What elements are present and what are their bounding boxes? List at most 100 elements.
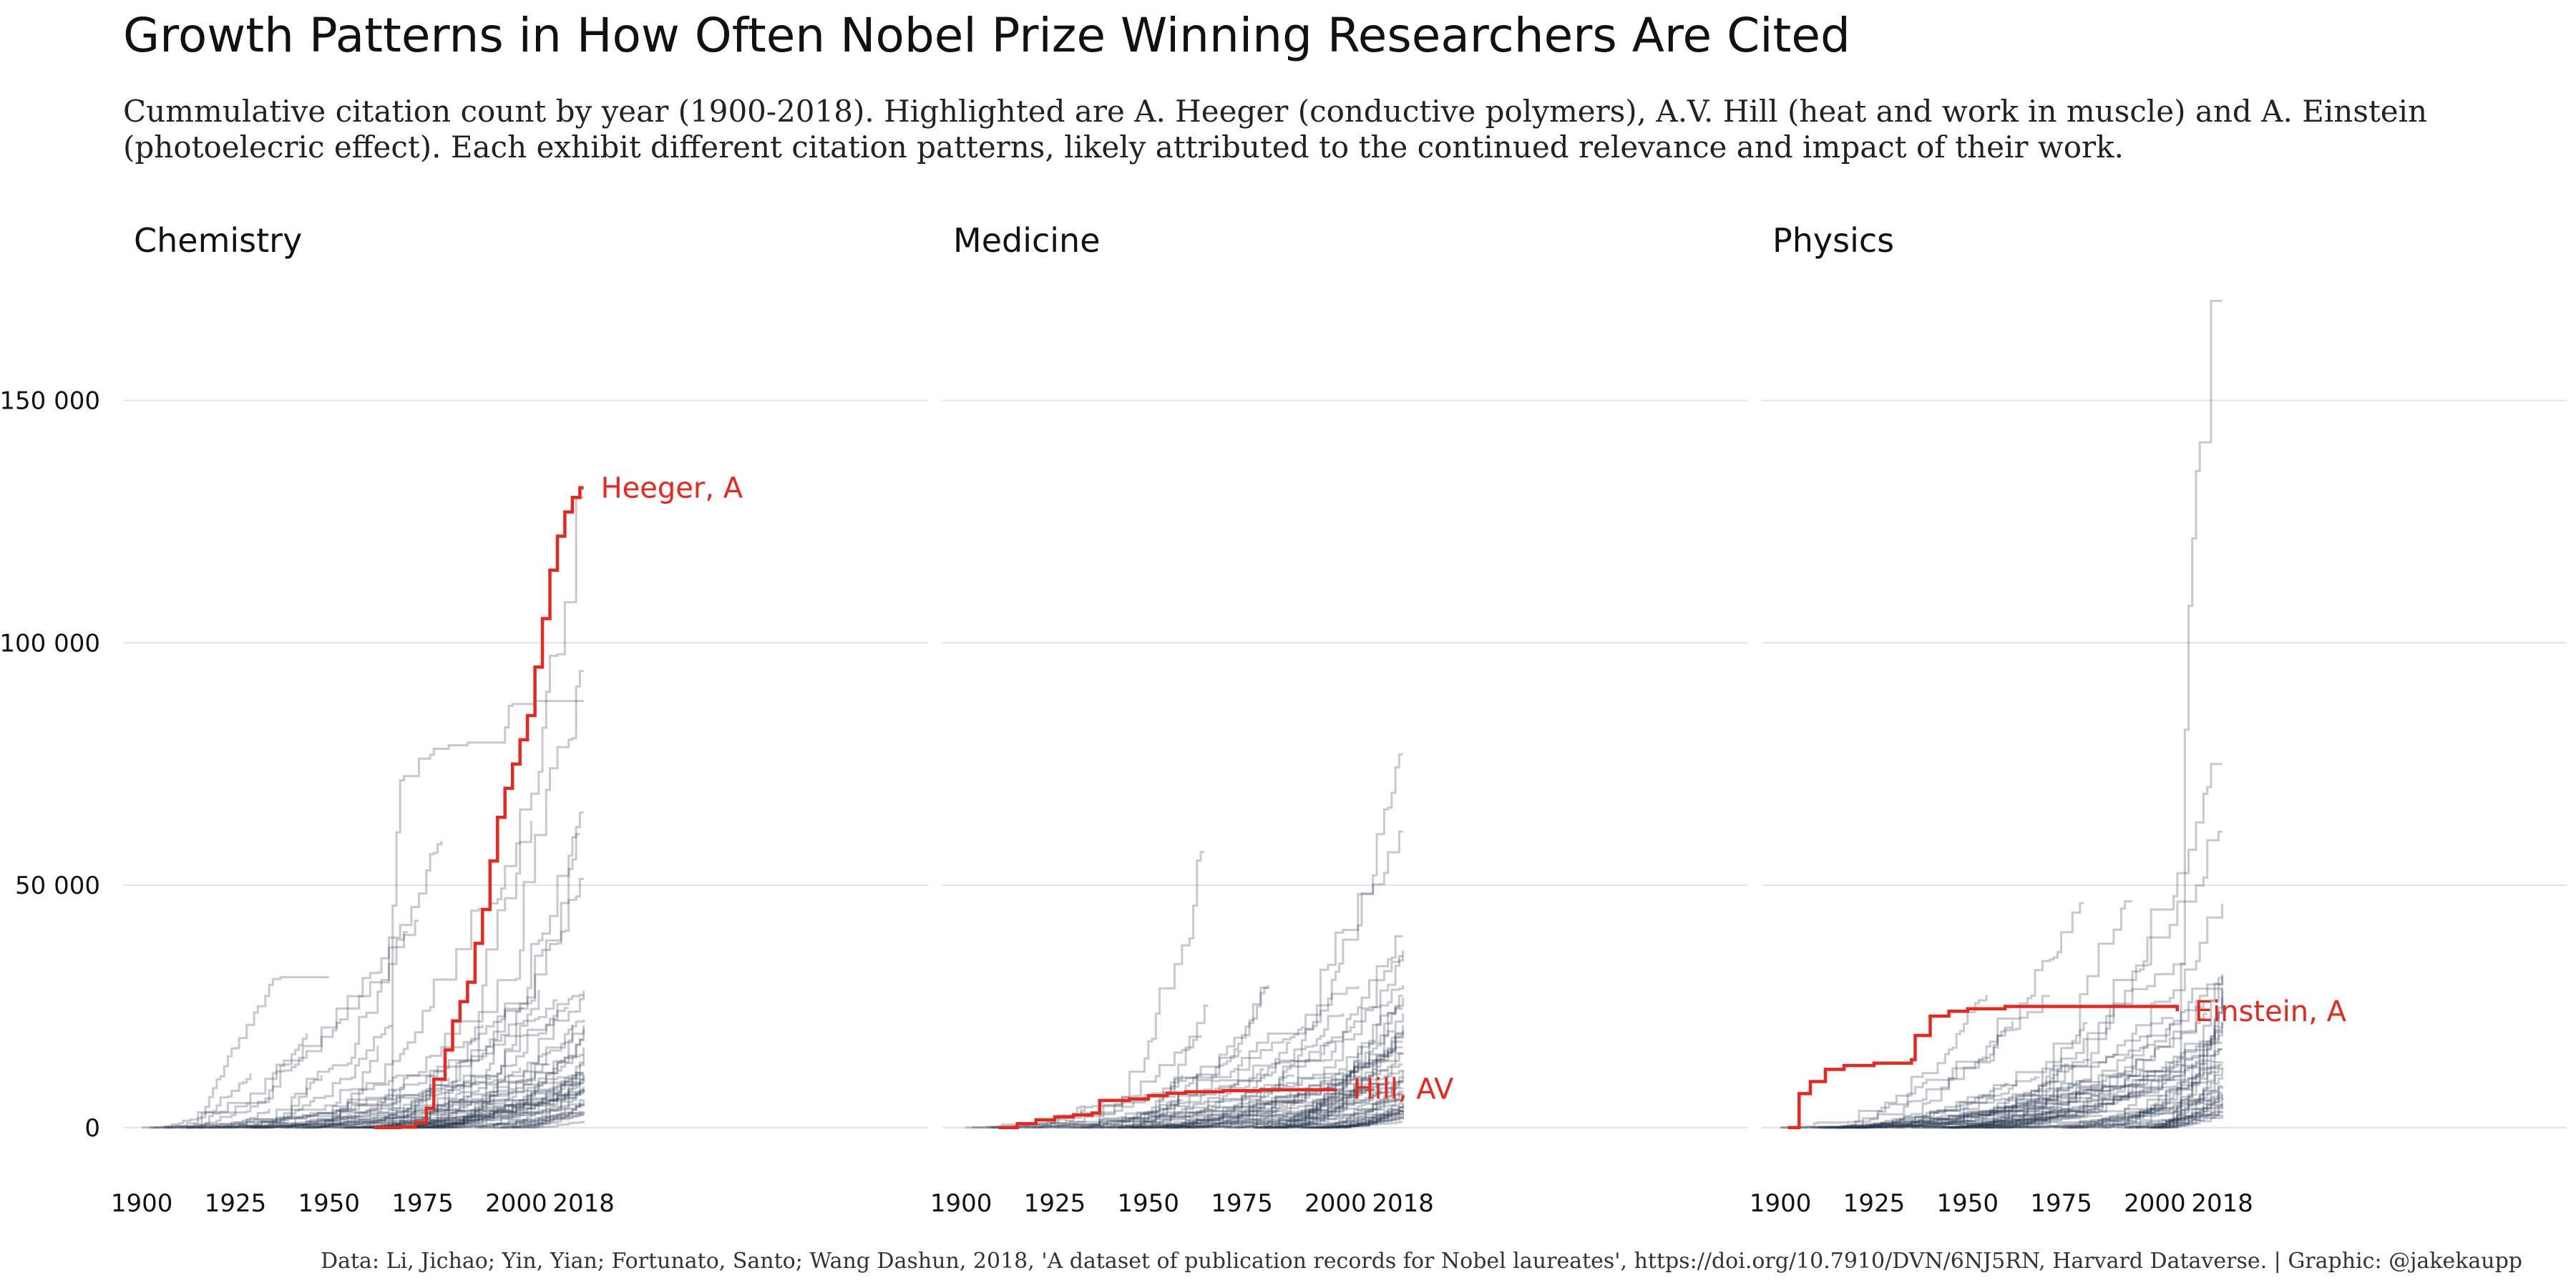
x-tick-medicine-2018: 2018 <box>1372 1189 1434 1218</box>
highlight-line-hill-av <box>998 1088 1337 1130</box>
series-line-medicine-7 <box>1186 1083 1373 1129</box>
series-line-medicine-31 <box>1073 1099 1184 1129</box>
series-line-medicine-14 <box>1129 830 1403 1129</box>
series-line-chemistry-25 <box>426 1103 514 1129</box>
series-line-physics-64 <box>2155 989 2224 1129</box>
x-tick-chemistry-2000: 2000 <box>485 1189 547 1218</box>
series-line-physics-44 <box>2069 1111 2223 1129</box>
facet-chemistry: Chemistry 1900 1925 1950 1975 2000 2018 Heeger,… <box>111 221 928 1218</box>
series-line-chemistry-5 <box>407 811 584 1129</box>
chart-subtitle-line-2: (photoelecric effect). Each exhibit diff… <box>123 130 2124 165</box>
series-line-medicine-10 <box>1264 997 1405 1129</box>
series-line-physics-10 <box>2158 1095 2224 1129</box>
series-line-chemistry-17 <box>258 1098 423 1129</box>
series-line-chemistry-43 <box>280 820 532 1129</box>
series-line-medicine-0 <box>972 1071 1345 1129</box>
series-line-chemistry-54 <box>246 1075 475 1129</box>
background-series-medicine <box>965 753 1405 1129</box>
series-line-physics-47 <box>1878 1058 2144 1129</box>
series-line-chemistry-3 <box>362 1025 585 1129</box>
series-line-chemistry-55 <box>224 1025 393 1129</box>
x-tick-medicine-1925: 1925 <box>1024 1189 1086 1218</box>
series-line-physics-65 <box>2064 1085 2223 1129</box>
series-line-physics-52 <box>1945 1075 2181 1129</box>
series-line-physics-32 <box>1948 830 2223 1129</box>
series-line-medicine-18 <box>965 1050 1242 1129</box>
series-line-medicine-34 <box>1253 1110 1405 1129</box>
x-tick-physics-2000: 2000 <box>2124 1189 2186 1218</box>
highlight-label-heeger-a: Heeger, A <box>601 472 743 505</box>
series-line-physics-4 <box>1836 902 2084 1129</box>
series-line-chemistry-52 <box>167 1096 401 1129</box>
series-line-chemistry-32 <box>142 1075 498 1129</box>
series-line-physics-68 <box>1941 1029 2223 1129</box>
y-tick-0: 0 <box>84 1114 100 1143</box>
series-line-physics-3 <box>2128 1093 2224 1129</box>
highlight-label-hill-av: Hill, AV <box>1352 1073 1454 1106</box>
x-tick-chemistry-1975: 1975 <box>391 1189 454 1218</box>
x-tick-physics-1900: 1900 <box>1750 1189 1812 1218</box>
x-tick-medicine-1900: 1900 <box>930 1189 992 1218</box>
series-line-medicine-68 <box>1163 1008 1403 1129</box>
series-line-medicine-4 <box>1129 1091 1363 1129</box>
series-line-medicine-21 <box>1133 1046 1403 1129</box>
series-line-physics-33 <box>1780 995 2050 1129</box>
series-line-physics-12 <box>1836 1041 2223 1129</box>
series-line-medicine-43 <box>1253 995 1403 1129</box>
series-line-chemistry-16 <box>216 1122 289 1129</box>
series-line-physics-23 <box>1814 1110 2054 1129</box>
series-line-medicine-63 <box>1126 1073 1199 1129</box>
series-line-physics-49 <box>1997 1097 2215 1129</box>
series-line-physics-62 <box>1967 1031 2223 1129</box>
series-line-medicine-67 <box>1171 1041 1291 1129</box>
series-line-chemistry-49 <box>152 1073 252 1129</box>
x-tick-medicine-2000: 2000 <box>1304 1189 1367 1218</box>
series-line-chemistry-66 <box>415 1063 550 1129</box>
series-line-medicine-27 <box>1226 1069 1390 1129</box>
series-line-chemistry-13 <box>295 1053 584 1129</box>
series-line-chemistry-60 <box>434 1111 585 1129</box>
series-line-physics-66 <box>1963 1112 2044 1129</box>
series-line-physics-37 <box>1923 1064 2223 1129</box>
series-line-physics-63 <box>2136 1106 2224 1129</box>
series-line-medicine-69 <box>991 986 1360 1129</box>
series-line-medicine-20 <box>1234 1080 1403 1129</box>
x-tick-physics-1950: 1950 <box>1937 1189 1999 1218</box>
series-line-physics-60 <box>2054 1061 2224 1129</box>
series-line-physics-45 <box>1979 1119 2048 1129</box>
series-line-medicine-25 <box>1174 1087 1405 1129</box>
series-line-chemistry-24 <box>512 1088 585 1129</box>
series-line-chemistry-40 <box>303 1121 398 1129</box>
series-line-chemistry-21 <box>250 1078 450 1129</box>
series-line-physics-17 <box>2151 997 2224 1129</box>
series-line-chemistry-12 <box>370 1025 484 1129</box>
series-line-chemistry-51 <box>187 1114 483 1129</box>
series-line-medicine-36 <box>1275 950 1405 1129</box>
series-line-physics-19 <box>1982 1063 2194 1129</box>
series-line-medicine-52 <box>1257 1092 1405 1129</box>
series-line-medicine-19 <box>1032 1040 1336 1129</box>
series-line-chemistry-37 <box>527 1047 585 1129</box>
series-line-chemistry-57 <box>479 1061 584 1129</box>
series-line-physics-69 <box>2098 1022 2224 1129</box>
series-line-medicine-33 <box>1253 1013 1405 1129</box>
facet-label-physics: Physics <box>1772 221 1894 260</box>
series-line-chemistry-8 <box>164 1007 524 1129</box>
series-line-chemistry-notable-1 <box>385 496 584 1129</box>
series-line-medicine-3 <box>1118 1005 1209 1129</box>
series-line-chemistry-61 <box>187 1078 572 1129</box>
series-line-medicine-37 <box>1275 1030 1405 1129</box>
series-line-physics-2 <box>1825 995 1988 1129</box>
series-line-chemistry-47 <box>284 1103 473 1129</box>
series-line-chemistry-50 <box>250 1071 584 1129</box>
series-line-physics-20 <box>1851 1017 2174 1129</box>
series-line-medicine-13 <box>1302 1106 1405 1129</box>
series-line-physics-50 <box>2069 1106 2167 1129</box>
series-line-chemistry-19 <box>385 1078 584 1129</box>
series-line-medicine-49 <box>1317 1110 1405 1129</box>
series-line-physics-34 <box>1821 1083 2107 1129</box>
series-line-physics-67 <box>2124 975 2224 1129</box>
series-line-chemistry-7 <box>209 1108 270 1129</box>
series-line-medicine-51 <box>1111 1052 1403 1129</box>
